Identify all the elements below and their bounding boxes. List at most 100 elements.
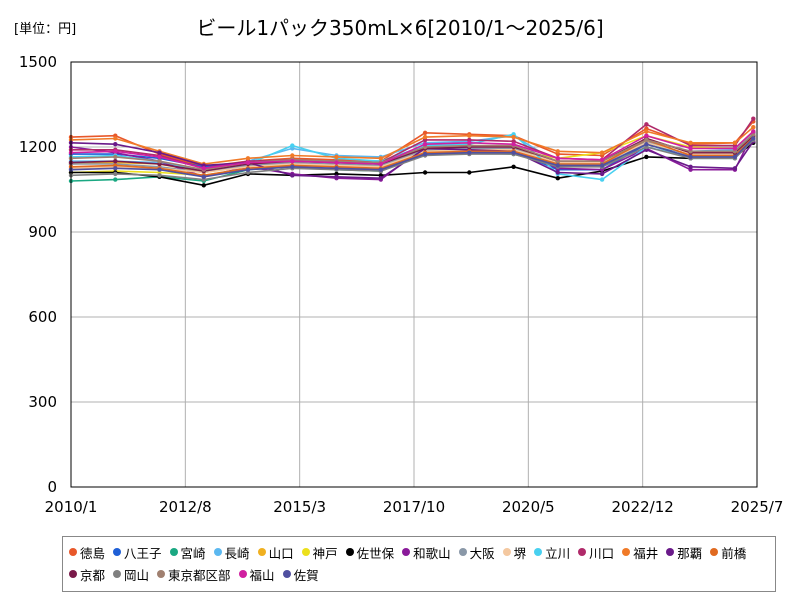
legend-item: 徳島 <box>69 541 105 563</box>
legend-item: 山口 <box>257 541 294 563</box>
data-point <box>751 125 756 130</box>
legend-item: 立川 <box>534 541 570 563</box>
x-tick-label: 2010/1 <box>45 498 98 516</box>
data-point <box>290 164 295 169</box>
data-point <box>688 164 693 169</box>
data-point <box>290 143 295 148</box>
legend-marker <box>238 570 247 578</box>
legend-label: 堺 <box>513 545 527 561</box>
data-point <box>599 163 605 168</box>
legend-marker <box>157 570 166 578</box>
series-18 <box>68 129 756 171</box>
x-tick-label: 2017/10 <box>383 498 445 516</box>
legend-item: 佐世保 <box>345 541 395 563</box>
data-point <box>422 130 428 135</box>
x-tick-label: 2022/12 <box>612 498 674 516</box>
legend-item: 八王子 <box>113 541 162 563</box>
data-point <box>644 122 649 127</box>
data-point <box>511 134 516 140</box>
data-point <box>157 159 162 164</box>
legend-marker <box>169 548 178 556</box>
legend-marker <box>710 548 719 556</box>
legend-item: 堺 <box>502 541 527 563</box>
legend-label: 神戸 <box>312 545 338 561</box>
legend-label: 佐賀 <box>293 567 319 583</box>
legend-marker <box>257 548 266 556</box>
data-point <box>555 170 560 175</box>
legend-label: 岡山 <box>124 567 150 583</box>
data-point <box>201 174 206 179</box>
legend-marker <box>502 548 511 556</box>
data-point <box>644 142 649 147</box>
data-point <box>113 142 118 147</box>
plot-area-frame <box>70 61 758 488</box>
data-point <box>732 146 738 151</box>
legend-item: 京都 <box>69 563 105 585</box>
data-point <box>467 133 472 138</box>
unit-label: [単位：円] <box>14 22 77 37</box>
data-point <box>378 167 383 172</box>
legend-label: 山口 <box>268 545 294 561</box>
data-point <box>511 164 516 169</box>
data-point <box>599 157 605 162</box>
series-19 <box>68 136 756 179</box>
data-point <box>378 161 383 167</box>
data-point <box>422 151 428 157</box>
legend-label: 長崎 <box>224 545 250 561</box>
x-tick-label: 2025/7 <box>731 498 784 516</box>
data-point <box>334 154 339 160</box>
legend-marker <box>578 548 587 556</box>
series-15 <box>68 133 756 174</box>
legend-label: 福井 <box>633 545 659 561</box>
data-point <box>113 177 118 182</box>
y-tick-label: 900 <box>28 223 57 241</box>
data-point <box>751 136 756 141</box>
data-point <box>290 153 295 158</box>
data-point <box>732 140 738 145</box>
data-point <box>467 170 472 175</box>
data-point <box>245 160 251 165</box>
y-tick-label: 1200 <box>19 138 57 156</box>
data-point <box>644 129 649 134</box>
legend-item: 神戸 <box>301 541 338 563</box>
legend-label: 大阪 <box>469 545 495 561</box>
data-point <box>113 136 118 141</box>
data-point <box>422 142 428 147</box>
data-point <box>290 159 295 164</box>
legend-item: 岡山 <box>113 563 149 585</box>
data-point <box>751 116 756 121</box>
data-point <box>113 159 118 164</box>
data-point <box>644 154 649 160</box>
legend-marker <box>69 570 77 578</box>
legend-marker <box>458 548 467 556</box>
data-point <box>555 163 560 168</box>
legend-label: 東京都区部 <box>168 567 231 583</box>
data-point <box>245 167 251 172</box>
legend-label: 川口 <box>589 545 615 561</box>
data-point <box>732 166 738 171</box>
data-point <box>113 154 118 160</box>
y-tick-label: 0 <box>47 478 57 496</box>
data-point <box>157 154 162 160</box>
data-point <box>599 171 605 177</box>
data-point <box>422 170 428 175</box>
data-point <box>157 150 162 155</box>
data-point <box>599 150 605 155</box>
legend: 徳島 八王子 宮崎 長崎 山口 神戸 佐世保 和歌山 大阪 堺 立川 川口 福井 那覇 前橋 京都 岡山 東京都区… <box>62 536 776 592</box>
legend-item: 和歌山 <box>402 541 451 563</box>
legend-label: 佐世保 <box>356 545 395 561</box>
data-point <box>599 177 605 182</box>
legend-marker <box>282 570 291 578</box>
legend-item: 福井 <box>622 541 658 563</box>
legend-item: 宮崎 <box>169 541 206 563</box>
legend-label: 徳島 <box>80 545 106 561</box>
legend-item: 前橋 <box>710 541 746 563</box>
legend-marker <box>622 548 631 556</box>
legend-item: 長崎 <box>213 541 250 563</box>
legend-label: 前橋 <box>721 545 747 561</box>
data-point <box>467 140 472 145</box>
data-point <box>511 142 516 147</box>
data-point <box>290 173 295 178</box>
data-point <box>688 154 693 160</box>
